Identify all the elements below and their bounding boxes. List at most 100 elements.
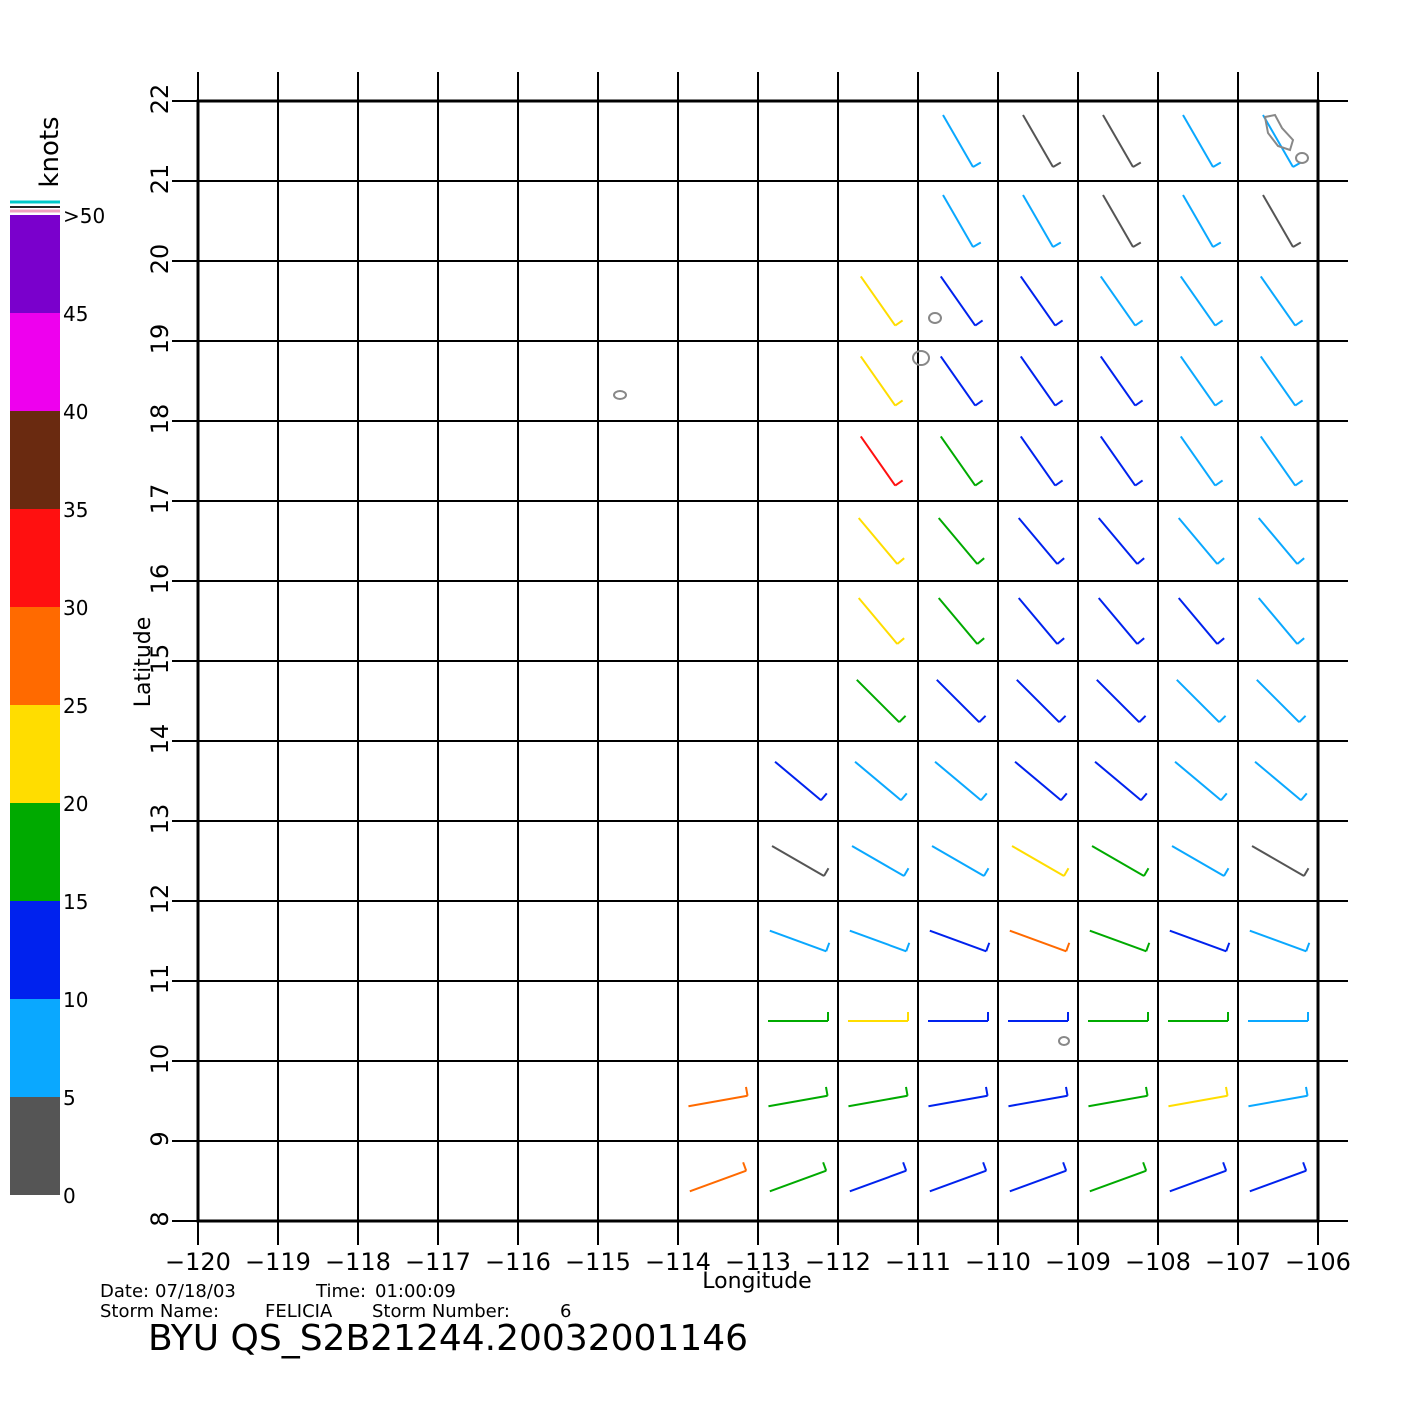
island — [912, 350, 930, 366]
x-tick-label: −108 — [1125, 1248, 1191, 1276]
wind-barb — [1214, 479, 1224, 487]
wind-vector — [1088, 1094, 1148, 1108]
colorbar-band — [10, 999, 60, 1097]
wind-vector — [1257, 517, 1299, 565]
wind-barb — [972, 241, 982, 248]
wind-vector — [1174, 760, 1222, 802]
colorbar-tick-label: 35 — [63, 498, 88, 522]
wind-vector — [1099, 435, 1137, 487]
y-tick-label: 9 — [146, 1131, 174, 1146]
x-tick-label: −107 — [1205, 1248, 1271, 1276]
wind-vector — [1014, 760, 1062, 802]
wind-barb — [1062, 1161, 1068, 1172]
wind-barb — [1298, 715, 1307, 723]
wind-vector — [937, 597, 979, 645]
wind-vector — [1169, 929, 1227, 953]
x-tick-label: −111 — [885, 1248, 951, 1276]
wind-vector — [1008, 1094, 1068, 1108]
colorbar-band — [10, 509, 60, 607]
wind-vector — [1102, 194, 1134, 248]
wind-barb — [984, 1086, 989, 1096]
wind-vector — [1182, 194, 1214, 248]
wind-barb — [976, 637, 985, 645]
wind-vector — [688, 1094, 748, 1108]
wind-vector — [1097, 517, 1139, 565]
wind-barb — [1143, 867, 1150, 877]
island — [613, 390, 627, 400]
wind-vector — [939, 275, 977, 327]
y-tick-label: 11 — [146, 964, 174, 995]
colorbar-band — [10, 803, 60, 901]
y-tick-label: 21 — [146, 164, 174, 195]
wind-vector — [1257, 597, 1299, 645]
x-tick-label: −120 — [165, 1248, 231, 1276]
wind-vector — [1177, 517, 1219, 565]
wind-vector — [1259, 275, 1297, 327]
wind-barb — [1212, 241, 1222, 248]
wind-vector — [857, 517, 899, 565]
wind-barb — [1054, 399, 1064, 407]
wind-barb — [980, 792, 988, 801]
wind-barb — [1056, 637, 1065, 645]
wind-vector — [929, 1169, 987, 1193]
wind-barb — [1136, 637, 1145, 645]
wind-vector — [1262, 194, 1294, 248]
wind-vector — [1179, 275, 1217, 327]
wind-barb — [1222, 1161, 1228, 1172]
wind-vector — [859, 275, 897, 327]
wind-vector — [849, 929, 907, 953]
colorbar-band — [10, 607, 60, 705]
wind-barb — [1058, 715, 1067, 723]
island — [1263, 113, 1295, 152]
wind-barb — [1134, 399, 1144, 407]
wind-vector — [1102, 114, 1134, 168]
wind-vector — [1011, 845, 1065, 877]
wind-vector — [859, 355, 897, 407]
y-tick-label: 18 — [146, 404, 174, 435]
wind-barb — [896, 557, 905, 565]
x-tick-label: −119 — [245, 1248, 311, 1276]
colorbar-tick-label: 40 — [63, 400, 88, 424]
wind-barb — [822, 1161, 828, 1172]
wind-barb — [1305, 942, 1311, 952]
wind-barb — [1054, 479, 1064, 487]
wind-vector — [1009, 1169, 1067, 1193]
wind-barb — [982, 1161, 988, 1172]
wind-barb — [1132, 241, 1142, 248]
wind-vector — [859, 435, 897, 487]
wind-barb — [900, 792, 908, 801]
colorbar-tick-label: 0 — [63, 1184, 76, 1208]
x-tick-label: −115 — [565, 1248, 631, 1276]
wind-vector — [856, 679, 900, 723]
wind-vector — [1099, 275, 1137, 327]
island — [1295, 152, 1309, 164]
wind-vector — [1017, 517, 1059, 565]
wind-barb — [1292, 241, 1302, 248]
y-tick-label: 19 — [146, 324, 174, 355]
wind-barb — [1212, 161, 1222, 168]
colorbar-tick-label: 10 — [63, 988, 88, 1012]
wind-barb — [1218, 715, 1227, 723]
wind-vector — [1096, 679, 1140, 723]
storm-number: 6 — [560, 1301, 571, 1322]
wind-vector — [939, 355, 977, 407]
info: Date: 07/18/03 Time: 01:00:09 Storm Name… — [100, 1281, 571, 1322]
wind-vector — [1259, 435, 1297, 487]
colorbar-band — [10, 901, 60, 999]
colorbar-title: knots — [35, 116, 65, 187]
wind-barb — [903, 867, 910, 877]
wind-barb — [972, 161, 982, 168]
wind-barb — [1145, 942, 1151, 952]
island — [1058, 1036, 1070, 1046]
wind-vector — [1179, 435, 1217, 487]
wind-vector — [771, 845, 825, 877]
wind-vector — [769, 929, 827, 953]
wind-barb — [1052, 161, 1062, 168]
wind-barb — [1302, 1161, 1308, 1172]
x-tick-label: −116 — [485, 1248, 551, 1276]
wind-vector — [1022, 194, 1054, 248]
colorbar-tick-label: 15 — [63, 890, 88, 914]
wind-vector — [1016, 679, 1060, 723]
x-tick-label: −106 — [1285, 1248, 1351, 1276]
wind-vector — [857, 597, 899, 645]
